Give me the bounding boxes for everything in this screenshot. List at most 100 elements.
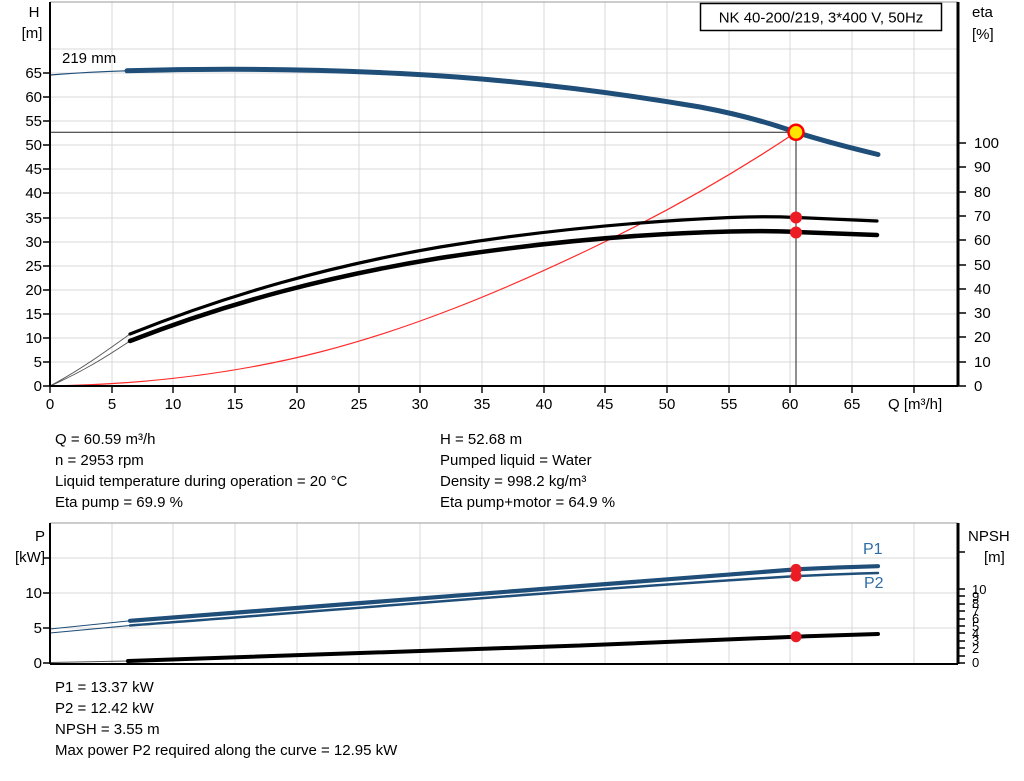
tick-label: 50 (25, 137, 42, 154)
system-curve (49, 131, 797, 387)
qh-chart: 65 60 55 50 45 40 35 30 25 20 15 10 5 0 … (22, 1, 999, 413)
tick-label: 60 (25, 89, 42, 106)
tick-label: 5 (34, 354, 42, 371)
tick-label: 20 (974, 329, 991, 346)
duty-data-right: H = 52.68 m Pumped liquid = Water Densit… (440, 429, 615, 513)
eta-pump-marker (790, 211, 802, 224)
qh-left-ticks (43, 72, 50, 387)
tick-label: 0 (974, 378, 982, 395)
tick-label: 7 (972, 604, 979, 619)
tick-label: 45 (597, 396, 614, 413)
power-npsh-chart: P1 P2 10 5 0 10 9 8 7 6 5 4 3 2 0 P (15, 522, 1010, 672)
tick-label: 55 (721, 396, 738, 413)
p2-curve-thin (49, 625, 131, 634)
p2-curve (128, 571, 880, 627)
eta-pump-motor-value-text: Eta pump+motor = 64.9 % (440, 494, 616, 511)
tick-label: 90 (974, 159, 991, 176)
npsh-marker (790, 631, 802, 643)
max-power-text: Max power P2 required along the curve = … (55, 742, 398, 759)
p2-marker (790, 570, 802, 582)
h-axis-unit: [m] (22, 25, 43, 42)
p1-value-text: P1 = 13.37 kW (55, 679, 154, 696)
tick-label: 35 (25, 210, 42, 227)
tick-label: 5 (108, 396, 116, 413)
tick-label: 25 (351, 396, 368, 413)
tick-label: 25 (25, 258, 42, 275)
tick-label: 20 (289, 396, 306, 413)
tick-label: 15 (25, 306, 42, 323)
pump-title-text: NK 40-200/219, 3*400 V, 50Hz (719, 10, 924, 27)
q-axis-tick-labels: 0 5 10 15 20 25 30 35 40 45 50 55 60 65 (46, 396, 861, 413)
tick-label: 55 (25, 113, 42, 130)
tick-label: 10 (25, 330, 42, 347)
head-curve-thin (49, 70, 128, 76)
impeller-diameter-label: 219 mm (62, 50, 116, 67)
tick-label: 0 (34, 378, 42, 395)
eta-axis-tick-labels: 100 90 80 70 60 50 40 30 20 10 0 (974, 135, 999, 395)
tick-label: 0 (972, 655, 979, 670)
h-value-text: H = 52.68 m (440, 431, 523, 448)
npsh-curve-thin (49, 660, 129, 663)
qh-x-ticks (49, 386, 915, 393)
h-axis-tick-labels: 65 60 55 50 45 40 35 30 25 20 15 10 5 0 (25, 65, 42, 395)
tick-label: 100 (974, 135, 999, 152)
tick-label: 6 (972, 611, 979, 626)
tick-label: 10 (972, 582, 986, 597)
p2-value-text: P2 = 12.42 kW (55, 700, 154, 717)
tick-label: 10 (25, 585, 42, 602)
tick-label: 50 (974, 257, 991, 274)
p2-curve-label: P2 (864, 575, 884, 592)
duty-point-marker[interactable] (787, 123, 805, 142)
tick-label: 60 (974, 232, 991, 249)
qh-grid-horizontal (50, 48, 958, 363)
tick-label: 40 (536, 396, 553, 413)
tick-label: 65 (844, 396, 861, 413)
tick-label: 30 (25, 234, 42, 251)
tick-label: 10 (165, 396, 182, 413)
p1-curve-thin (49, 620, 131, 630)
tick-label: 10 (974, 354, 991, 371)
duty-data-left: Q = 60.59 m³/h n = 2953 rpm Liquid tempe… (55, 429, 347, 513)
tick-label: 3 (972, 633, 979, 648)
npsh-axis-title: NPSH (968, 528, 1010, 545)
p1-curve-label: P1 (863, 541, 883, 558)
tick-label: 9 (972, 589, 979, 604)
eta-pump-motor-marker (790, 226, 802, 239)
npsh-value-text: NPSH = 3.55 m (55, 721, 160, 738)
tick-label: 30 (412, 396, 429, 413)
speed-value-text: n = 2953 rpm (55, 452, 144, 469)
npsh-axis-tick-labels: 10 9 8 7 6 5 4 3 2 0 (972, 582, 986, 670)
tick-label: 80 (974, 184, 991, 201)
head-curve (124, 66, 881, 157)
tick-label: 0 (46, 396, 54, 413)
tick-label: 60 (782, 396, 799, 413)
tick-label: 45 (25, 161, 42, 178)
p-axis-unit: [kW] (15, 549, 45, 566)
tick-label: 40 (25, 185, 42, 202)
power-data-block: P1 = 13.37 kW P2 = 12.42 kW NPSH = 3.55 … (55, 677, 397, 761)
q-value-text: Q = 60.59 m³/h (55, 431, 156, 448)
liquid-temperature-text: Liquid temperature during operation = 20… (55, 473, 348, 490)
eta-pump-curve-thin (49, 333, 131, 387)
npsh-right-ticks (958, 551, 965, 664)
pump-title-box (699, 2, 943, 32)
tick-label: 70 (974, 208, 991, 225)
eta-pump-value-text: Eta pump = 69.9 % (55, 494, 183, 511)
npsh-curve (126, 632, 880, 663)
tick-label: 2 (972, 641, 979, 656)
eta-axis-title: eta (972, 4, 994, 21)
tick-label: 30 (974, 305, 991, 322)
tick-label: 8 (972, 596, 979, 611)
eta-axis-unit: [%] (972, 26, 994, 43)
p-axis-title: P (35, 528, 45, 545)
npsh-axis-unit: [m] (984, 549, 1005, 566)
tick-label: 5 (972, 619, 979, 634)
tick-label: 35 (474, 396, 491, 413)
p-left-ticks (43, 557, 50, 664)
tick-label: 40 (974, 281, 991, 298)
tick-label: 65 (25, 65, 42, 82)
qh-right-ticks (958, 142, 966, 387)
pumped-liquid-text: Pumped liquid = Water (440, 452, 592, 469)
